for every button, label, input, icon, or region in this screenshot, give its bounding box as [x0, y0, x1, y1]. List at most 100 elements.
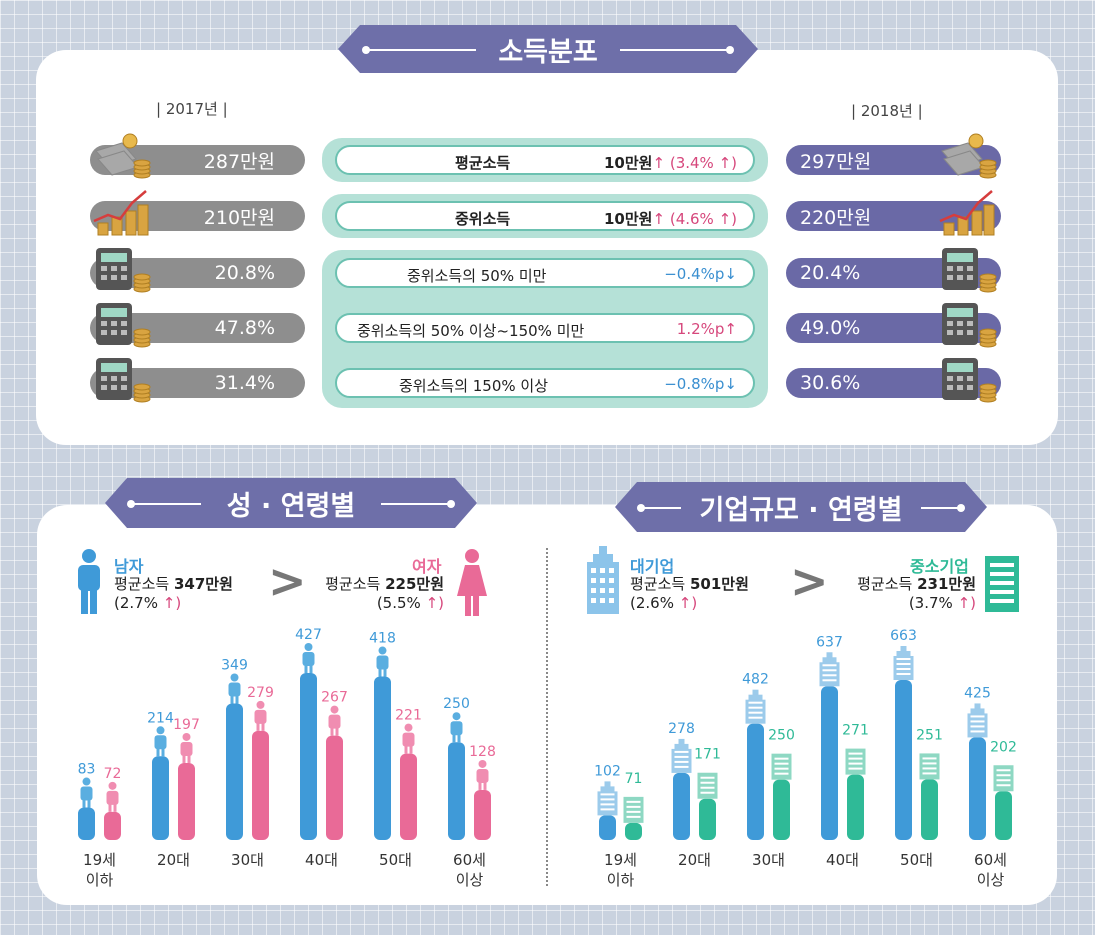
bar-b-1	[699, 798, 716, 840]
male-name: 남자	[114, 557, 144, 576]
bar-value-label: 197	[173, 717, 200, 733]
small-company-building-icon	[697, 772, 718, 799]
large-company-building-icon	[745, 689, 766, 724]
category-label: 60세	[974, 851, 1007, 869]
bar-a-1	[673, 772, 690, 840]
bar-value-label: 71	[625, 771, 643, 787]
calculator-icon	[938, 299, 998, 353]
category-label: 19세	[83, 851, 116, 869]
male-change: (2.7%	[114, 594, 158, 612]
small-company-building-icon	[845, 748, 866, 775]
small-company-building-icon	[623, 796, 644, 823]
bar-b-0	[104, 811, 121, 840]
money-bills-icon	[938, 131, 998, 185]
bar-a-4	[895, 680, 912, 840]
metric-label: 평균소득	[455, 154, 511, 172]
bar-b-4	[921, 779, 938, 840]
income-metric-row: 중위소득의 150% 이상 −0.8%p↓	[335, 368, 755, 398]
panel-separator	[546, 548, 548, 886]
income-metric-row: 중위소득의 50% 이상~150% 미만 1.2%p↑	[335, 313, 755, 343]
bar-a-0	[78, 807, 95, 840]
banner-line-right	[921, 507, 961, 509]
income-metric-row: 중위소득 10만원↑ (4.6% ↑)	[335, 201, 755, 231]
category-label: 이하	[607, 871, 635, 889]
up-arrow-icon: ↑	[724, 320, 737, 338]
income-distribution-banner: 소득분포	[338, 25, 758, 73]
bar-a-5	[448, 742, 465, 840]
down-arrow-icon: ↓	[724, 265, 737, 283]
change-percent: (3.4% ↑)	[669, 154, 737, 172]
banner-line-right	[381, 503, 451, 505]
category-label: 이상	[456, 871, 484, 889]
metric-label: 중위소득	[455, 210, 511, 228]
up-arrow-icon: ↑)	[957, 594, 976, 612]
company-age-banner: 기업규모 · 연령별	[615, 482, 987, 532]
bar-value-label: 83	[78, 762, 96, 778]
large-avg-value: 501만원	[689, 575, 749, 593]
up-arrow-icon: ↑	[652, 210, 666, 228]
chevron-right-icon: >	[268, 554, 307, 608]
banner-line-right	[620, 49, 730, 51]
large-company-building-icon	[671, 738, 692, 773]
small-company-stats: 평균소득 231만원 (3.7% ↑)	[846, 575, 976, 613]
banner-line-left	[641, 507, 681, 509]
category-label: 30대	[752, 851, 785, 869]
male-person-icon	[376, 646, 389, 677]
female-person-icon	[106, 781, 119, 812]
chevron-right-icon: >	[790, 554, 829, 608]
female-avg-label: 평균소득	[325, 575, 381, 593]
bar-value-label: 128	[469, 744, 496, 760]
metric-change: 10만원↑ (4.6% ↑)	[604, 208, 737, 229]
up-arrow-icon: ↑)	[425, 594, 444, 612]
year-2018-label: | 2018년 |	[851, 102, 923, 120]
growth-coins-icon	[938, 187, 998, 241]
change-amount: 10만원	[604, 154, 653, 172]
bar-value-label: 250	[768, 728, 795, 744]
bar-b-3	[326, 735, 343, 840]
bar-b-5	[474, 789, 491, 840]
calculator-icon	[938, 354, 998, 408]
income-distribution-title: 소득분포	[498, 36, 598, 68]
category-label: 20대	[678, 851, 711, 869]
bar-value-label: 278	[668, 721, 695, 737]
bar-a-0	[599, 815, 616, 840]
bar-value-label: 349	[221, 658, 248, 674]
metric-change: 10만원↑ (3.4% ↑)	[604, 152, 737, 173]
bar-a-1	[152, 756, 169, 840]
female-person-icon	[180, 732, 193, 763]
gender-age-banner: 성 · 연령별	[105, 478, 477, 528]
income-metric-row: 평균소득 10만원↑ (3.4% ↑)	[335, 145, 755, 175]
up-arrow-icon: ↑)	[678, 594, 698, 612]
bar-value-label: 271	[842, 723, 869, 739]
money-bills-icon	[92, 131, 152, 185]
bar-value-label: 221	[395, 708, 422, 724]
small-company-building-icon	[993, 765, 1014, 792]
category-label: 50대	[900, 851, 933, 869]
male-person-icon	[154, 726, 167, 757]
bar-a-4	[374, 676, 391, 840]
bar-value-label: 267	[321, 690, 348, 706]
category-label: 50대	[379, 851, 412, 869]
large-company-building-icon	[893, 646, 914, 680]
bar-value-label: 202	[990, 739, 1017, 755]
gender-age-title: 성 · 연령별	[226, 490, 356, 522]
male-person-icon	[228, 673, 241, 704]
small-company-building-icon	[771, 753, 792, 780]
calculator-icon	[92, 244, 152, 298]
large-company-name: 대기업	[630, 557, 675, 576]
female-stats: 평균소득 225만원 (5.5% ↑)	[320, 575, 444, 613]
bar-value-label: 250	[443, 696, 470, 712]
bar-value-label: 482	[742, 672, 769, 688]
category-label: 60세	[453, 851, 486, 869]
bar-value-label: 214	[147, 710, 174, 726]
male-person-icon	[302, 643, 315, 673]
bar-a-2	[226, 703, 243, 840]
bar-a-3	[300, 673, 317, 840]
category-label: 이상	[977, 871, 1005, 889]
large-company-stats: 평균소득 501만원 (2.6% ↑)	[630, 575, 749, 613]
male-person-icon	[80, 777, 93, 808]
large-company-building-icon	[587, 546, 619, 614]
small-avg-label: 평균소득	[857, 575, 913, 593]
